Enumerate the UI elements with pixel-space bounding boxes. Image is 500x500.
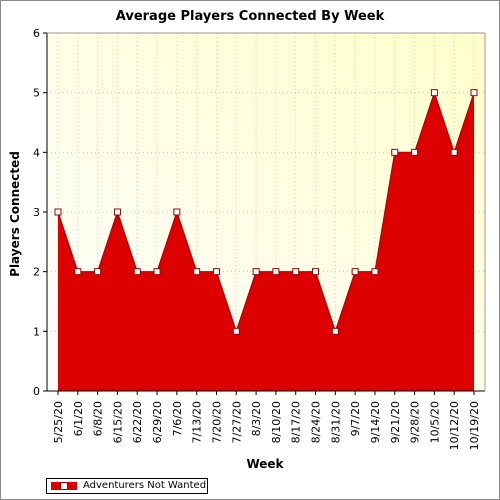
x-tick-label: 6/29/20	[151, 401, 164, 443]
x-tick-label: 10/5/20	[428, 401, 441, 443]
x-axis-label: Week	[246, 457, 284, 471]
data-point	[212, 268, 220, 276]
x-tick-label: 5/25/20	[52, 401, 65, 443]
data-point	[351, 268, 359, 276]
legend: Adventurers Not Wanted	[46, 478, 208, 494]
data-point	[371, 268, 379, 276]
data-point	[292, 268, 300, 276]
data-point	[391, 148, 399, 156]
data-point	[173, 208, 181, 216]
series-line	[57, 90, 475, 334]
x-tick-label: 9/21/20	[389, 401, 402, 443]
data-point	[54, 208, 62, 216]
data-point	[272, 268, 280, 276]
series-area	[58, 92, 474, 392]
x-tick-label: 6/8/20	[92, 401, 105, 436]
data-point	[232, 327, 240, 335]
data-point	[430, 89, 438, 97]
x-tick-label: 8/10/20	[270, 401, 283, 443]
data-point	[133, 268, 141, 276]
x-tick-label: 6/1/20	[72, 401, 85, 436]
data-point	[252, 268, 260, 276]
data-point	[312, 268, 320, 276]
data-point	[113, 208, 121, 216]
x-tick-label: 10/19/20	[468, 401, 481, 450]
x-tick-label: 7/27/20	[230, 401, 243, 443]
y-tick-label: 2	[33, 266, 40, 279]
y-tick-label: 3	[33, 206, 40, 219]
data-point	[94, 268, 102, 276]
data-point	[450, 148, 458, 156]
y-tick-label: 0	[33, 385, 40, 398]
x-tick-label: 8/31/20	[329, 401, 342, 443]
data-point	[153, 268, 161, 276]
y-tick-label: 4	[33, 146, 40, 159]
legend-swatch	[51, 482, 77, 490]
x-tick-label: 9/28/20	[409, 401, 422, 443]
x-tick-label: 8/3/20	[250, 401, 263, 436]
x-tick-label: 6/15/20	[111, 401, 124, 443]
x-tick-label: 7/13/20	[191, 401, 204, 443]
x-tick-label: 8/24/20	[310, 401, 323, 443]
x-tick-label: 9/7/20	[349, 401, 362, 436]
x-tick-label: 8/17/20	[290, 401, 303, 443]
x-tick-label: 10/12/20	[448, 401, 461, 450]
x-tick-label: 7/20/20	[210, 401, 223, 443]
x-tick-label: 7/6/20	[171, 401, 184, 436]
chart-title: Average Players Connected By Week	[115, 9, 385, 24]
data-point	[411, 148, 419, 156]
x-tick-label: 9/14/20	[369, 401, 382, 443]
data-point	[74, 268, 82, 276]
data-point	[331, 327, 339, 335]
y-tick-label: 5	[33, 87, 40, 100]
x-tick-label: 6/22/20	[131, 401, 144, 443]
data-point	[193, 268, 201, 276]
data-point	[470, 89, 478, 97]
legend-label: Adventurers Not Wanted	[83, 480, 207, 491]
y-tick-label: 6	[33, 27, 40, 40]
y-tick-label: 1	[33, 325, 40, 338]
